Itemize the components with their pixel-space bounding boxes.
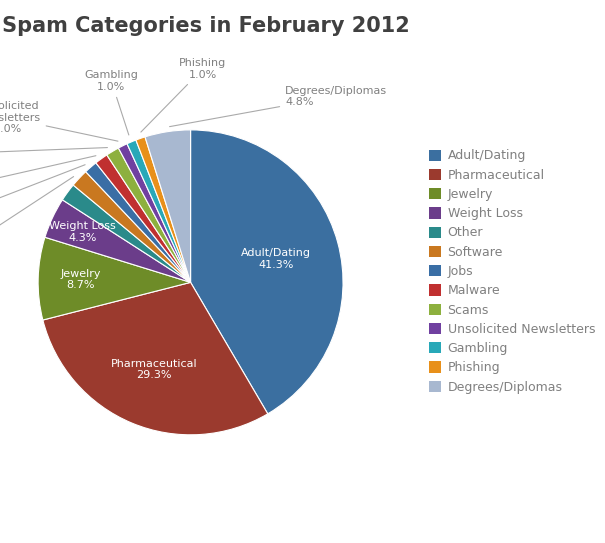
Text: Phishing
1.0%: Phishing 1.0% <box>141 58 226 132</box>
Text: Jewelry
8.7%: Jewelry 8.7% <box>60 269 101 291</box>
Wedge shape <box>43 282 268 435</box>
Text: Pharmaceutical
29.3%: Pharmaceutical 29.3% <box>111 359 197 381</box>
Wedge shape <box>86 163 191 282</box>
Wedge shape <box>62 185 191 282</box>
Text: Scams
1.4%: Scams 1.4% <box>0 142 108 163</box>
Text: Malware
1.4%: Malware 1.4% <box>0 156 96 199</box>
Wedge shape <box>119 144 191 282</box>
Text: Gambling
1.0%: Gambling 1.0% <box>84 70 138 135</box>
Wedge shape <box>45 200 191 282</box>
Legend: Adult/Dating, Pharmaceutical, Jewelry, Weight Loss, Other, Software, Jobs, Malwa: Adult/Dating, Pharmaceutical, Jewelry, W… <box>425 146 599 397</box>
Text: Adult/Dating
41.3%: Adult/Dating 41.3% <box>241 248 311 270</box>
Wedge shape <box>38 237 191 320</box>
Wedge shape <box>107 148 191 282</box>
Text: Degrees/Diplomas
4.8%: Degrees/Diplomas 4.8% <box>169 86 387 127</box>
Text: Weight Loss
4.3%: Weight Loss 4.3% <box>50 222 116 243</box>
Wedge shape <box>127 140 191 282</box>
Text: Top Spam Categories in February 2012: Top Spam Categories in February 2012 <box>0 16 410 36</box>
Wedge shape <box>136 137 191 282</box>
Text: Software
1.9%: Software 1.9% <box>0 176 74 263</box>
Text: Jobs
1.4%: Jobs 1.4% <box>0 165 85 229</box>
Wedge shape <box>96 155 191 282</box>
Text: Unsolicited
Newsletters
1.0%: Unsolicited Newsletters 1.0% <box>0 101 118 141</box>
Wedge shape <box>73 172 191 282</box>
Wedge shape <box>191 130 343 414</box>
Wedge shape <box>145 130 191 282</box>
